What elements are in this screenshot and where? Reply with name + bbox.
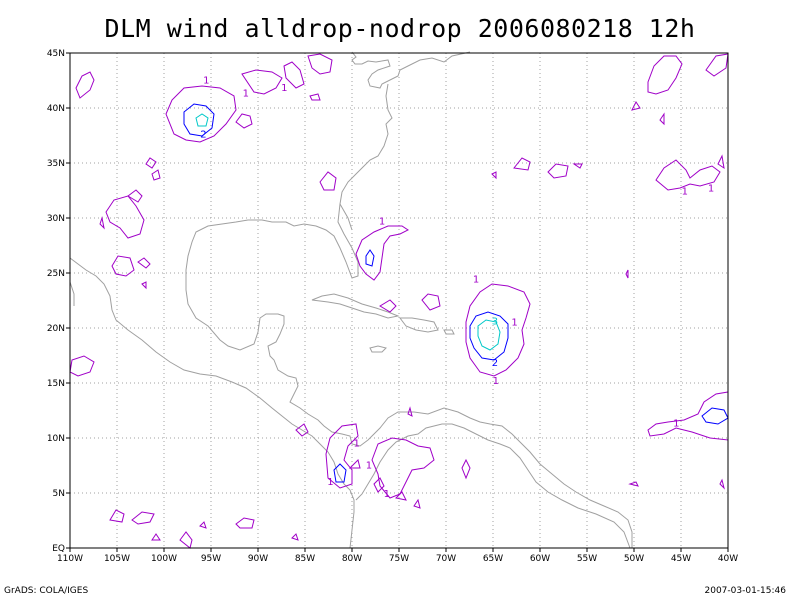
coastline-north-america bbox=[351, 51, 471, 89]
lat-label: 10N bbox=[47, 434, 65, 444]
contour-level-3 bbox=[195, 113, 501, 351]
grid bbox=[70, 53, 728, 548]
lat-label: 5N bbox=[53, 489, 65, 499]
lon-label: 100W bbox=[151, 554, 177, 564]
coastline-cuba bbox=[311, 293, 400, 319]
lon-label: 70W bbox=[436, 554, 456, 564]
lat-label: 30N bbox=[47, 214, 65, 224]
coastline-puerto-rico bbox=[443, 329, 455, 335]
contour-label: 1 bbox=[366, 461, 372, 472]
contour-label: 1 bbox=[673, 419, 679, 430]
lon-label: 80W bbox=[342, 554, 362, 564]
coastline-florida bbox=[339, 203, 353, 231]
lon-label: 105W bbox=[104, 554, 130, 564]
lon-label: 95W bbox=[201, 554, 221, 564]
contour-label: 1 bbox=[281, 83, 287, 94]
contour-label: 1 bbox=[203, 76, 209, 87]
contour-label: 3 bbox=[492, 316, 498, 327]
lon-label: 60W bbox=[530, 554, 550, 564]
lat-label: 35N bbox=[47, 159, 65, 169]
lon-label: 65W bbox=[483, 554, 503, 564]
coastlines bbox=[69, 51, 633, 549]
footer-credit: GrADS: COLA/IGES bbox=[4, 586, 89, 596]
lon-label: 55W bbox=[577, 554, 597, 564]
lon-label: 90W bbox=[248, 554, 268, 564]
axis-labels: 110W 105W 100W 95W 90W 85W 80W 75W 70W 65W 60W 55W 5… bbox=[47, 49, 738, 564]
footer-timestamp: 2007-03-01-15:46 bbox=[704, 586, 787, 596]
lat-label: 15N bbox=[47, 379, 65, 389]
lon-label: 40W bbox=[718, 554, 738, 564]
contour-label: 1 bbox=[243, 89, 249, 100]
lon-label: 110W bbox=[57, 554, 83, 564]
coastline-mexico-west bbox=[69, 257, 355, 549]
contours bbox=[69, 53, 729, 549]
lon-label: 85W bbox=[295, 554, 315, 564]
contour-label: 1 bbox=[379, 216, 385, 227]
contour-label: 1 bbox=[511, 318, 517, 329]
contour-label: 1 bbox=[493, 376, 499, 387]
coastline-jamaica bbox=[369, 345, 387, 353]
coastline-hispaniola bbox=[399, 317, 439, 333]
lon-label: 75W bbox=[389, 554, 409, 564]
lat-label: 45N bbox=[47, 49, 65, 59]
coastline-south-america bbox=[355, 423, 631, 549]
lat-label: 25N bbox=[47, 269, 65, 279]
map-title: DLM wind alldrop-nodrop 2006080218 12h bbox=[104, 14, 696, 43]
contour-label: 1 bbox=[473, 275, 479, 286]
contour-label: 2 bbox=[200, 129, 206, 140]
contour-label: 2 bbox=[492, 358, 498, 369]
contour-level-1 bbox=[69, 53, 729, 549]
lon-label: 45W bbox=[671, 554, 691, 564]
contour-label: 1 bbox=[682, 187, 688, 198]
lat-label: 40N bbox=[47, 104, 65, 114]
lat-label: EQ bbox=[52, 544, 65, 554]
contour-label: 1 bbox=[384, 489, 390, 500]
contour-label: 1 bbox=[708, 183, 714, 194]
contour-label: 1 bbox=[327, 477, 333, 488]
lat-label: 20N bbox=[47, 324, 65, 334]
contour-label: 1 bbox=[354, 439, 360, 450]
axis-ticks bbox=[66, 52, 729, 552]
lon-label: 50W bbox=[624, 554, 644, 564]
